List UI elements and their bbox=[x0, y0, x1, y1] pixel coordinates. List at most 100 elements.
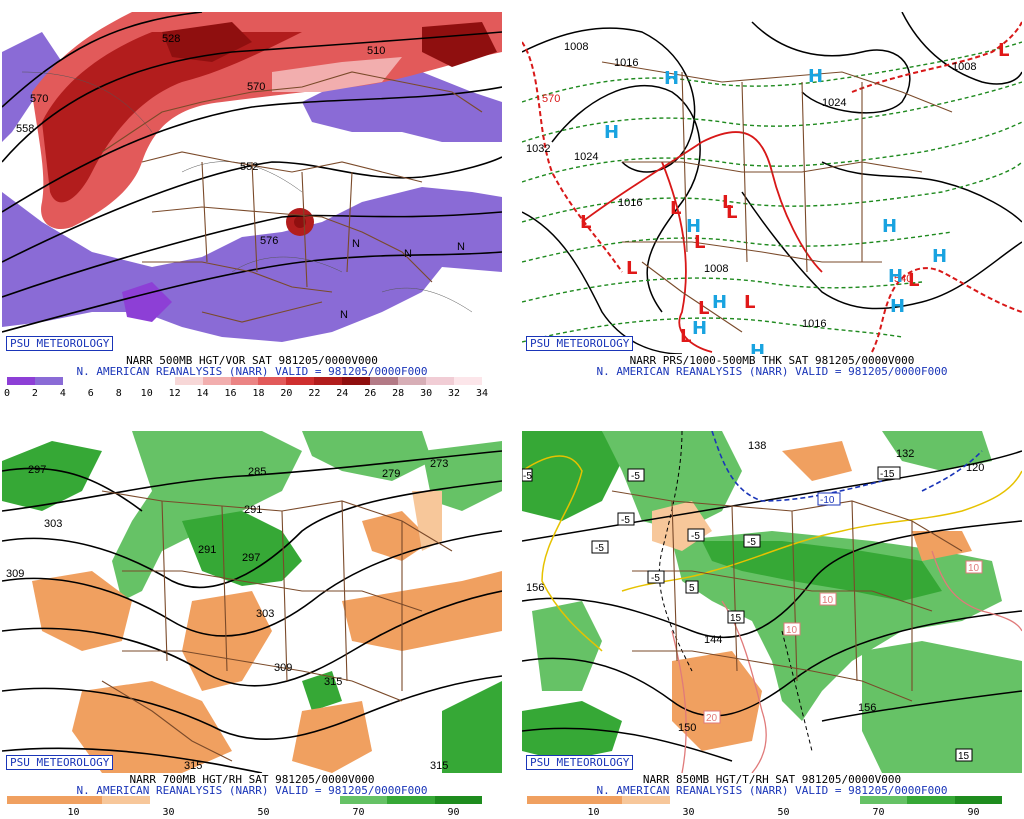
svg-text:-5: -5 bbox=[691, 531, 700, 542]
colorbar-swatch bbox=[387, 796, 435, 804]
colorbar-ticks-tl: 0 2 4 6 8 10 12 14 16 18 20 22 24 26 28 30 32 34 bbox=[3, 388, 488, 400]
colorbar-tick-label: 30 bbox=[682, 807, 695, 818]
contour-label-tr-8: 1024 bbox=[574, 151, 598, 163]
contour-label-tr-3: 1024 bbox=[822, 97, 846, 109]
colorbar-tick-label: 70 bbox=[872, 807, 885, 818]
high-marker-4: H bbox=[712, 292, 727, 313]
contour-label-tl-4: 552 bbox=[240, 161, 258, 173]
colorbar-swatch bbox=[812, 796, 860, 804]
caption-valid-tr: N. AMERICAN REANALYSIS (NARR) VALID = 98… bbox=[596, 365, 948, 378]
contour-label-tr-2: 1032 bbox=[526, 143, 550, 155]
psu-badge-br: PSU METEOROLOGY bbox=[526, 755, 634, 770]
svg-text:-15: -15 bbox=[880, 469, 895, 480]
colorbar-tick-label: 18 bbox=[252, 388, 265, 399]
map-mslp-thickness: 1008 1016 1032 1024 1016 1008 1016 1008 … bbox=[522, 12, 1022, 354]
boxed-label-6: -5 bbox=[522, 468, 533, 482]
colorbar-swatch bbox=[7, 377, 35, 385]
caption-title-tl: NARR 500MB HGT/VOR SAT 981205/0000V000 bbox=[126, 354, 378, 367]
colorbar-tick-label: 34 bbox=[475, 388, 489, 399]
contour-label-br-3: 150 bbox=[678, 722, 696, 734]
colorbar-tick-label: 10 bbox=[587, 807, 600, 818]
colorbar-swatch bbox=[286, 377, 315, 385]
contour-label-tl-7: N bbox=[352, 238, 360, 250]
contour-label-bl-9: 309 bbox=[6, 568, 24, 580]
colorbar-swatch bbox=[669, 796, 717, 804]
psu-badge-tr: PSU METEOROLOGY bbox=[526, 336, 634, 351]
colorbar-swatch bbox=[370, 377, 399, 385]
low-marker-8: L bbox=[744, 292, 755, 313]
colorbar-tick-label: 0 bbox=[3, 388, 11, 399]
contour-label-bl-5: 291 bbox=[244, 504, 262, 516]
boxed-label-5: -5 bbox=[647, 570, 665, 584]
colorbar-ticks-br: 10 30 50 70 90 bbox=[527, 807, 1002, 819]
colorbar-swatch bbox=[574, 796, 622, 804]
contour-label-tl-2: 558 bbox=[16, 123, 34, 135]
caption-valid-bl: N. AMERICAN REANALYSIS (NARR) VALID = 98… bbox=[76, 784, 428, 797]
colorbar-swatch bbox=[118, 377, 147, 385]
contour-label-br-2: 144 bbox=[704, 634, 722, 646]
colorbar-swatch bbox=[527, 796, 575, 804]
colorbar-swatch bbox=[764, 796, 812, 804]
colorbar-tick-label: 2 bbox=[31, 388, 38, 399]
contour-label-tl-6: 570 bbox=[247, 81, 265, 93]
colorbar-swatch bbox=[202, 377, 231, 385]
svg-text:-5: -5 bbox=[747, 537, 756, 548]
colorbar-br bbox=[527, 796, 1002, 804]
svg-text:10: 10 bbox=[968, 563, 980, 574]
contour-label-br-1: 156 bbox=[526, 582, 544, 594]
colorbar-tick-label: 10 bbox=[140, 388, 153, 399]
colorbar-tick-label: 20 bbox=[280, 388, 293, 399]
svg-text:5: 5 bbox=[689, 583, 695, 594]
svg-text:-10: -10 bbox=[820, 495, 835, 506]
high-marker-2: H bbox=[808, 66, 823, 87]
svg-text:10: 10 bbox=[786, 625, 798, 636]
colorbar-tick-label: 32 bbox=[448, 388, 461, 399]
contour-label-br-4: 156 bbox=[858, 702, 876, 714]
contour-label-tr-5: 1008 bbox=[704, 263, 728, 275]
colorbar-swatch bbox=[34, 377, 63, 385]
caption-title-bl: NARR 700MB HGT/RH SAT 981205/0000V000 bbox=[129, 773, 375, 786]
colorbar-ticks-bl: 10 30 50 70 90 bbox=[7, 807, 482, 819]
boxed-label-13: 10 bbox=[965, 560, 983, 574]
contour-label-tr-1: 1016 bbox=[614, 57, 638, 69]
svg-text:-5: -5 bbox=[651, 573, 660, 584]
map-850mb-temp-rh: 138 156 144 150 156 132 120 -5 -5 -5 -5 … bbox=[522, 431, 1022, 773]
contour-label-tl-1: 570 bbox=[30, 93, 48, 105]
colorbar-tick-label: 50 bbox=[257, 807, 270, 818]
boxed-label-9: 5 bbox=[685, 580, 699, 594]
colorbar-tick-label: 30 bbox=[420, 388, 433, 399]
high-marker-5: H bbox=[692, 318, 707, 339]
high-marker-0: H bbox=[664, 68, 679, 89]
caption-valid-br: N. AMERICAN REANALYSIS (NARR) VALID = 98… bbox=[596, 784, 948, 797]
svg-text:-5: -5 bbox=[631, 471, 640, 482]
colorbar-tick-label: 70 bbox=[352, 807, 365, 818]
contour-label-tl-5: 576 bbox=[260, 235, 278, 247]
colorbar-swatch bbox=[954, 796, 1002, 804]
contour-label-br-5: 132 bbox=[896, 448, 914, 460]
svg-text:10: 10 bbox=[822, 595, 834, 606]
contour-label-bl-11: 315 bbox=[324, 676, 342, 688]
psu-badge-tl: PSU METEOROLOGY bbox=[6, 336, 114, 351]
colorbar-swatch bbox=[907, 796, 955, 804]
contour-label-tl-9: N bbox=[457, 241, 465, 253]
low-marker-6: L bbox=[626, 258, 637, 279]
colorbar-swatch bbox=[102, 796, 150, 804]
colorbar-swatch bbox=[54, 796, 102, 804]
colorbar-tick-label: 16 bbox=[224, 388, 237, 399]
contour-label-br-6: 120 bbox=[966, 462, 984, 474]
colorbar-swatch bbox=[258, 377, 287, 385]
colorbar-tick-label: 26 bbox=[364, 388, 377, 399]
colorbar-swatch bbox=[197, 796, 245, 804]
contour-label-tr-6: 1016 bbox=[802, 318, 826, 330]
colorbar-tick-label: 6 bbox=[87, 388, 94, 399]
colorbar-swatch bbox=[434, 796, 482, 804]
colorbar-tick-label: 50 bbox=[777, 807, 790, 818]
high-marker-8: H bbox=[932, 246, 947, 267]
colorbar-swatch bbox=[342, 377, 371, 385]
svg-text:-5: -5 bbox=[523, 471, 532, 482]
contour-label-bl-4: 303 bbox=[44, 518, 62, 530]
contour-label-bl-1: 279 bbox=[382, 468, 400, 480]
panel-850mb: 138 156 144 150 156 132 120 -5 -5 -5 -5 … bbox=[522, 419, 1022, 819]
boxed-label-10: 15 bbox=[727, 610, 745, 624]
caption-title-br: NARR 850MB HGT/T/RH SAT 981205/0000V000 bbox=[642, 773, 902, 786]
